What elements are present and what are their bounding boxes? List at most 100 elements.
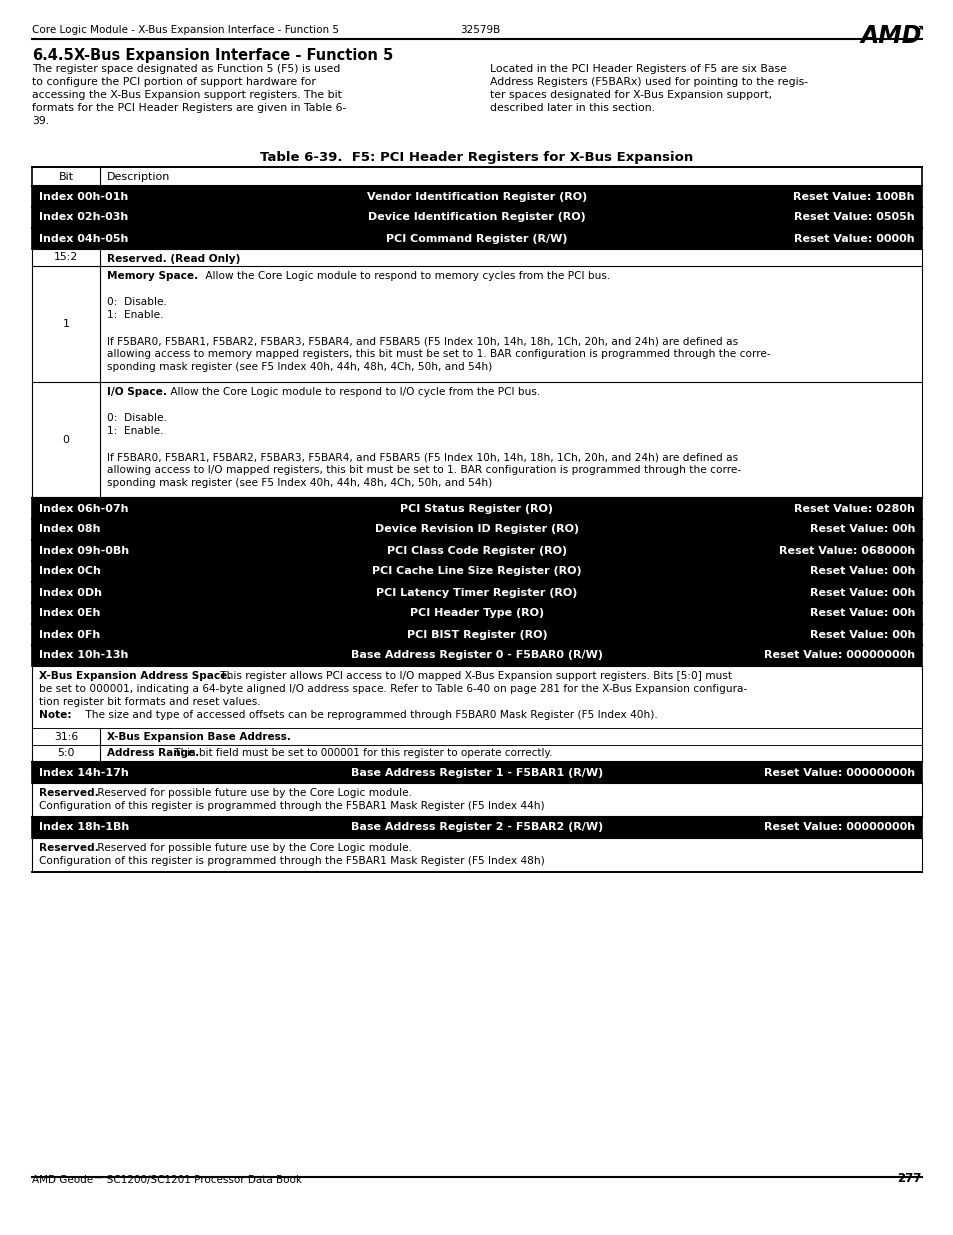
Text: Reset Value: 0280h: Reset Value: 0280h	[793, 504, 914, 514]
Bar	[32, 624, 921, 645]
Text: Index 0Ch: Index 0Ch	[39, 567, 101, 577]
Bar	[32, 582, 921, 603]
Text: 32579B: 32579B	[459, 25, 499, 35]
Text: Base Address Register 2 - F5BAR2 (R/W): Base Address Register 2 - F5BAR2 (R/W)	[351, 823, 602, 832]
Text: Address Range.: Address Range.	[107, 748, 199, 758]
Text: Vendor Identification Register (RO): Vendor Identification Register (RO)	[367, 191, 586, 201]
Text: Base Address Register 0 - F5BAR0 (R/W): Base Address Register 0 - F5BAR0 (R/W)	[351, 651, 602, 661]
Text: to configure the PCI portion of support hardware for: to configure the PCI portion of support …	[32, 77, 315, 86]
Text: PCI BIST Register (RO): PCI BIST Register (RO)	[406, 630, 547, 640]
Text: Index 10h-13h: Index 10h-13h	[39, 651, 129, 661]
Text: Configuration of this register is programmed through the F5BAR1 Mask Register (F: Configuration of this register is progra…	[39, 856, 544, 866]
Bar	[32, 228, 921, 249]
Text: AMD Geode™ SC1200/SC1201 Processor Data Book: AMD Geode™ SC1200/SC1201 Processor Data …	[32, 1174, 302, 1186]
Text: be set to 000001, indicating a 64-byte aligned I/O address space. Refer to Table: be set to 000001, indicating a 64-byte a…	[39, 684, 746, 694]
Bar	[32, 498, 921, 519]
Text: 1:  Enable.: 1: Enable.	[107, 310, 163, 320]
Text: Index 0Fh: Index 0Fh	[39, 630, 100, 640]
Text: PCI Class Code Register (RO): PCI Class Code Register (RO)	[387, 546, 566, 556]
Text: 6.4.5: 6.4.5	[32, 48, 73, 63]
Text: Index 0Eh: Index 0Eh	[39, 609, 100, 619]
Text: Index 09h-0Bh: Index 09h-0Bh	[39, 546, 129, 556]
Text: Index 06h-07h: Index 06h-07h	[39, 504, 129, 514]
Text: Base Address Register 1 - F5BAR1 (R/W): Base Address Register 1 - F5BAR1 (R/W)	[351, 767, 602, 778]
Bar	[32, 762, 921, 783]
Text: Bit: Bit	[58, 172, 73, 182]
Text: Reset Value: 00h: Reset Value: 00h	[809, 588, 914, 598]
Text: 0: 0	[63, 435, 70, 445]
Text: PCI Latency Timer Register (RO): PCI Latency Timer Register (RO)	[375, 588, 578, 598]
Text: sponding mask register (see F5 Index 40h, 44h, 48h, 4Ch, 50h, and 54h): sponding mask register (see F5 Index 40h…	[107, 478, 492, 488]
Text: Address Registers (F5BARx) used for pointing to the regis-: Address Registers (F5BARx) used for poin…	[490, 77, 807, 86]
Bar	[32, 540, 921, 561]
Text: Device Revision ID Register (RO): Device Revision ID Register (RO)	[375, 525, 578, 535]
Text: X-Bus Expansion Interface - Function 5: X-Bus Expansion Interface - Function 5	[74, 48, 393, 63]
Text: 39.: 39.	[32, 116, 49, 126]
Text: Reset Value: 00h: Reset Value: 00h	[809, 630, 914, 640]
Text: Reset Value: 00000000h: Reset Value: 00000000h	[763, 651, 914, 661]
Text: allowing access to memory mapped registers, this bit must be set to 1. BAR confi: allowing access to memory mapped registe…	[107, 350, 770, 359]
Text: 0:  Disable.: 0: Disable.	[107, 296, 167, 308]
Text: Reset Value: 0505h: Reset Value: 0505h	[794, 212, 914, 222]
Text: ter spaces designated for X-Bus Expansion support,: ter spaces designated for X-Bus Expansio…	[490, 90, 771, 100]
Text: Allow the Core Logic module to respond to I/O cycle from the PCI bus.: Allow the Core Logic module to respond t…	[167, 387, 539, 396]
Text: Reserved.: Reserved.	[39, 844, 99, 853]
Text: Index 02h-03h: Index 02h-03h	[39, 212, 128, 222]
Text: Index 0Dh: Index 0Dh	[39, 588, 102, 598]
Bar	[32, 186, 921, 207]
Text: Note:: Note:	[39, 710, 71, 720]
Text: This bit field must be set to 000001 for this register to operate correctly.: This bit field must be set to 000001 for…	[171, 748, 552, 758]
Text: Reset Value: 00000000h: Reset Value: 00000000h	[763, 767, 914, 778]
Text: Configuration of this register is programmed through the F5BAR1 Mask Register (F: Configuration of this register is progra…	[39, 802, 544, 811]
Text: Reserved for possible future use by the Core Logic module.: Reserved for possible future use by the …	[94, 788, 412, 798]
Text: formats for the PCI Header Registers are given in Table 6-: formats for the PCI Header Registers are…	[32, 103, 346, 112]
Bar	[32, 818, 921, 839]
Bar	[32, 519, 921, 540]
Text: Index 04h-05h: Index 04h-05h	[39, 233, 129, 243]
Text: Reset Value: 0000h: Reset Value: 0000h	[794, 233, 914, 243]
Text: 1:  Enable.: 1: Enable.	[107, 426, 163, 436]
Text: 31:6: 31:6	[53, 731, 78, 741]
Text: Reserved for possible future use by the Core Logic module.: Reserved for possible future use by the …	[94, 844, 412, 853]
Text: 277: 277	[897, 1172, 921, 1186]
Text: The size and type of accessed offsets can be reprogrammed through F5BAR0 Mask Re: The size and type of accessed offsets ca…	[71, 710, 657, 720]
Text: sponding mask register (see F5 Index 40h, 44h, 48h, 4Ch, 50h, and 54h): sponding mask register (see F5 Index 40h…	[107, 362, 492, 372]
Text: Reset Value: 00h: Reset Value: 00h	[809, 567, 914, 577]
Text: PCI Cache Line Size Register (RO): PCI Cache Line Size Register (RO)	[372, 567, 581, 577]
Text: AMD: AMD	[860, 23, 921, 48]
Text: X-Bus Expansion Address Space.: X-Bus Expansion Address Space.	[39, 671, 232, 680]
Text: Reserved.: Reserved.	[39, 788, 99, 798]
Text: ↗: ↗	[913, 23, 923, 37]
Text: Table 6-39.  F5: PCI Header Registers for X-Bus Expansion: Table 6-39. F5: PCI Header Registers for…	[260, 151, 693, 164]
Text: 1: 1	[63, 319, 70, 329]
Text: The register space designated as Function 5 (F5) is used: The register space designated as Functio…	[32, 64, 340, 74]
Bar	[32, 645, 921, 666]
Text: If F5BAR0, F5BAR1, F5BAR2, F5BAR3, F5BAR4, and F5BAR5 (F5 Index 10h, 14h, 18h, 1: If F5BAR0, F5BAR1, F5BAR2, F5BAR3, F5BAR…	[107, 452, 738, 462]
Text: accessing the X-Bus Expansion support registers. The bit: accessing the X-Bus Expansion support re…	[32, 90, 341, 100]
Text: Reset Value: 00h: Reset Value: 00h	[809, 609, 914, 619]
Text: X-Bus Expansion Base Address.: X-Bus Expansion Base Address.	[107, 731, 291, 741]
Text: Index 14h-17h: Index 14h-17h	[39, 767, 129, 778]
Text: 15:2: 15:2	[53, 252, 78, 263]
Text: Memory Space.: Memory Space.	[107, 270, 198, 282]
Text: Index 00h-01h: Index 00h-01h	[39, 191, 128, 201]
Text: Core Logic Module - X-Bus Expansion Interface - Function 5: Core Logic Module - X-Bus Expansion Inte…	[32, 25, 338, 35]
Text: PCI Header Type (RO): PCI Header Type (RO)	[410, 609, 543, 619]
Text: 0:  Disable.: 0: Disable.	[107, 412, 167, 424]
Text: PCI Status Register (RO): PCI Status Register (RO)	[400, 504, 553, 514]
Text: Reset Value: 00000000h: Reset Value: 00000000h	[763, 823, 914, 832]
Text: Reset Value: 00h: Reset Value: 00h	[809, 525, 914, 535]
Text: This register allows PCI access to I/O mapped X-Bus Expansion support registers.: This register allows PCI access to I/O m…	[216, 671, 731, 680]
Text: I/O Space.: I/O Space.	[107, 387, 167, 396]
Bar	[32, 561, 921, 582]
Text: tion register bit formats and reset values.: tion register bit formats and reset valu…	[39, 697, 260, 706]
Text: Index 08h: Index 08h	[39, 525, 100, 535]
Text: allowing access to I/O mapped registers, this bit must be set to 1. BAR configur: allowing access to I/O mapped registers,…	[107, 466, 740, 475]
Text: Located in the PCI Header Registers of F5 are six Base: Located in the PCI Header Registers of F…	[490, 64, 786, 74]
Text: Reset Value: 068000h: Reset Value: 068000h	[778, 546, 914, 556]
Bar	[32, 603, 921, 624]
Bar	[32, 207, 921, 228]
Text: Device Identification Register (RO): Device Identification Register (RO)	[368, 212, 585, 222]
Text: Reserved. (Read Only): Reserved. (Read Only)	[107, 254, 240, 264]
Text: described later in this section.: described later in this section.	[490, 103, 655, 112]
